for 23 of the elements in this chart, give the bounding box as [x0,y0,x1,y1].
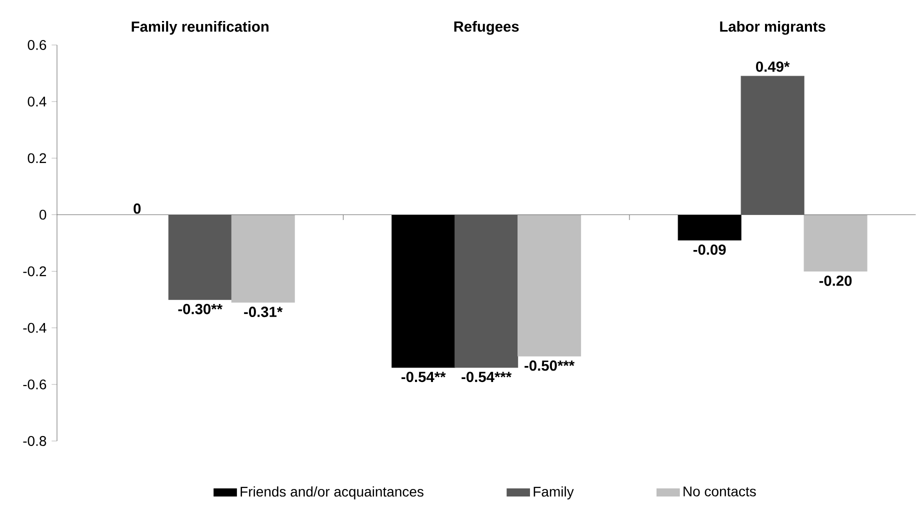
data-label: -0.54*** [462,372,512,382]
y-tick-label: 0.2 [28,153,46,164]
data-label: -0.31* [244,306,283,318]
y-tick-label: -0.2 [23,266,46,276]
legend-label: No contacts [684,486,756,496]
y-tick-label: -0.8 [23,436,46,446]
y-tick-label: -0.4 [23,322,46,333]
legend-label: Friends and/or acquaintances [240,486,424,500]
y-tick-label: 0 [39,210,46,220]
data-label: -0.54** [402,372,446,382]
data-label: -0.30** [178,304,223,314]
data-label: 0 [134,203,141,214]
data-label: -0.50*** [524,360,575,371]
y-tick-label: 0.6 [28,40,46,50]
legend-label: Family [534,486,574,500]
y-tick-label: 0.4 [28,96,46,107]
x-tick-label: Family reunification [132,21,268,35]
y-tick-label: -0.6 [23,379,46,390]
data-label: 0.49* [756,61,790,72]
x-tick-label: Labor migrants [720,20,826,35]
data-label: -0.09 [693,244,726,255]
data-label: -0.20 [819,276,852,286]
x-tick-label: Refugees [454,20,519,35]
